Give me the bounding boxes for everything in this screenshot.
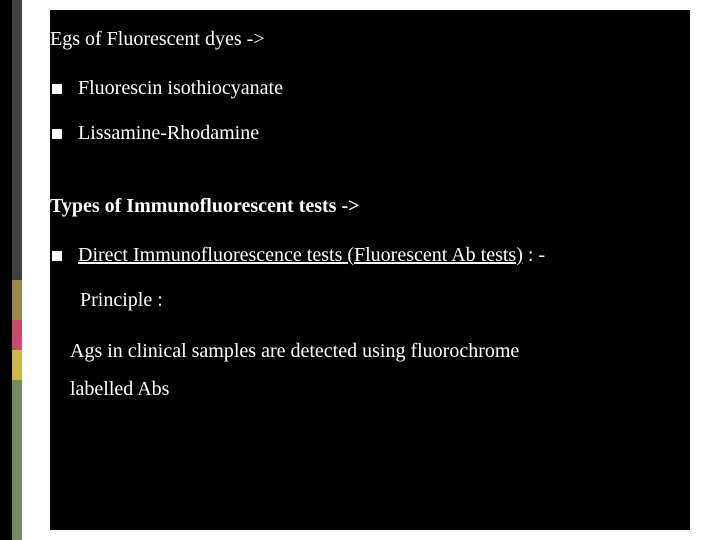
- square-bullet-icon: [52, 251, 62, 261]
- principle-label: Principle :: [80, 289, 680, 312]
- accent-segment: [12, 280, 22, 320]
- slide-body: Egs of Fluorescent dyes -> Fluorescin is…: [50, 10, 690, 530]
- underlined-label: Direct Immunofluorescence tests (Fluores…: [78, 244, 523, 266]
- heading-dyes: Egs of Fluorescent dyes ->: [50, 28, 680, 51]
- square-bullet-icon: [52, 84, 62, 94]
- bullet-text: Lissamine-Rhodamine: [78, 122, 259, 145]
- accent-segment: [12, 0, 22, 50]
- accent-segment: [12, 410, 22, 540]
- bullet-text: Direct Immunofluorescence tests (Fluores…: [78, 244, 545, 267]
- accent-segment: [12, 380, 22, 410]
- desc-line-1: Ags in clinical samples are detected usi…: [70, 340, 519, 362]
- accent-bar: [12, 0, 22, 540]
- bullet-text: Fluorescin isothiocyanate: [78, 77, 283, 100]
- suffix-text: : -: [523, 244, 545, 266]
- accent-segment: [12, 50, 22, 280]
- bullet-item: Direct Immunofluorescence tests (Fluores…: [50, 244, 680, 267]
- principle-description: Ags in clinical samples are detected usi…: [70, 332, 680, 408]
- heading-tests: Types of Immunofluorescent tests ->: [50, 195, 680, 218]
- bullet-item: Fluorescin isothiocyanate: [50, 77, 680, 100]
- accent-segment: [12, 320, 22, 350]
- content-white-area: Egs of Fluorescent dyes -> Fluorescin is…: [22, 0, 720, 540]
- square-bullet-icon: [52, 129, 62, 139]
- spacer: [50, 167, 680, 195]
- bullet-item: Lissamine-Rhodamine: [50, 122, 680, 145]
- desc-line-2: labelled Abs: [70, 378, 169, 400]
- accent-segment: [12, 350, 22, 380]
